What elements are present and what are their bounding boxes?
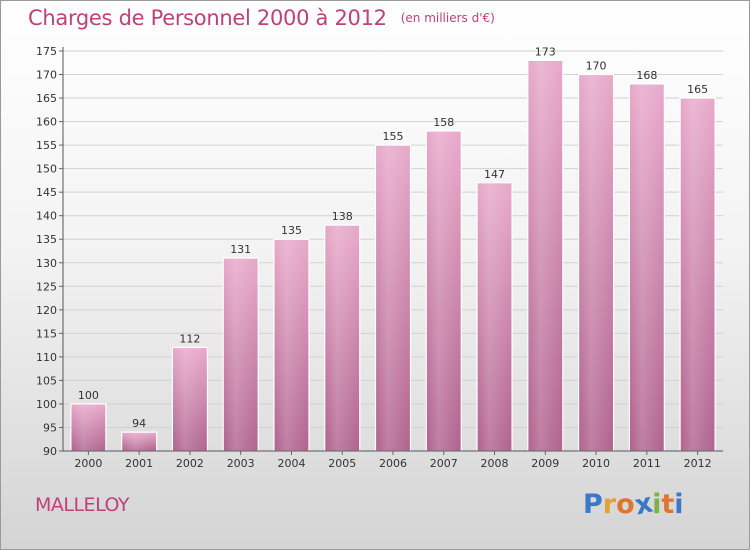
y-tick-label: 90 [43, 445, 57, 458]
x-tick-label: 2000 [74, 457, 102, 470]
x-tick-label: 2009 [531, 457, 559, 470]
y-tick-label: 155 [36, 139, 57, 152]
x-tick-label: 2008 [481, 457, 509, 470]
y-tick-label: 165 [36, 92, 57, 105]
y-tick-label: 130 [36, 257, 57, 270]
data-label: 155 [383, 130, 404, 143]
data-label: 131 [230, 243, 251, 256]
y-tick-label: 170 [36, 69, 57, 82]
data-label: 100 [78, 389, 99, 402]
bar-highlight [579, 75, 613, 451]
y-tick-label: 110 [36, 351, 57, 364]
y-tick-label: 115 [36, 327, 57, 340]
y-tick-label: 145 [36, 186, 57, 199]
x-tick-label: 2010 [582, 457, 610, 470]
logo-letter: o [616, 489, 635, 520]
logo-letter: t [661, 489, 675, 520]
y-tick-label: 175 [36, 45, 57, 58]
chart-title: Charges de Personnel 2000 à 2012 (en mill… [28, 6, 495, 30]
data-label: 170 [586, 60, 607, 73]
x-tick-label: 2004 [277, 457, 305, 470]
x-tick-label: 2011 [633, 457, 661, 470]
chart-subtitle: (en milliers d'€) [400, 11, 495, 25]
data-label: 173 [535, 45, 556, 58]
x-tick-label: 2005 [328, 457, 356, 470]
x-tick-label: 2012 [684, 457, 712, 470]
bar-highlight [427, 132, 461, 451]
data-label: 147 [484, 168, 505, 181]
y-tick-label: 120 [36, 304, 57, 317]
bar-highlight [376, 146, 410, 451]
bar-highlight [528, 61, 562, 451]
data-label: 158 [433, 116, 454, 129]
bar-highlight [681, 99, 715, 451]
x-tick-label: 2007 [430, 457, 458, 470]
data-label: 135 [281, 224, 302, 237]
logo-letter: P [583, 489, 603, 520]
data-label: 138 [332, 210, 353, 223]
bar-highlight [630, 84, 664, 452]
logo-letter: i [674, 489, 684, 520]
y-tick-label: 105 [36, 374, 57, 387]
y-tick-label: 100 [36, 398, 57, 411]
chart-title-text: Charges de Personnel 2000 à 2012 [28, 6, 387, 30]
town-name: MALLELOY [35, 494, 130, 516]
x-tick-label: 2002 [176, 457, 204, 470]
logo-letter: i [652, 489, 662, 520]
data-label: 94 [132, 417, 146, 430]
bar-highlight [224, 259, 258, 451]
bars: 100 94 112 131 135 138 155 158 147 173 170 168 165 [70, 45, 716, 452]
x-tick-label: 2006 [379, 457, 407, 470]
bar-highlight [173, 348, 207, 451]
bar-highlight [71, 404, 105, 451]
y-tick-label: 160 [36, 116, 57, 129]
bar-highlight [274, 240, 308, 451]
data-label: 165 [687, 83, 708, 96]
x-axis: 2000 2001 2002 2003 2004 2005 2006 2007 2008 2009… [63, 450, 723, 470]
bar-highlight [122, 433, 156, 451]
y-tick-label: 95 [43, 421, 57, 434]
x-tick-label: 2003 [227, 457, 255, 470]
y-tick-label: 135 [36, 233, 57, 246]
logo-letter: r [602, 489, 617, 520]
data-label: 168 [636, 69, 657, 82]
data-label: 112 [179, 332, 200, 345]
proxiti-logo: Proxiti [583, 488, 684, 522]
bar-highlight [325, 226, 359, 451]
y-axis: 90 95 100 105 110 115 120 125 130 135 140 145 150 155… [36, 45, 64, 458]
y-tick-label: 140 [36, 210, 57, 223]
y-tick-label: 150 [36, 163, 57, 176]
bar-highlight [478, 183, 512, 451]
x-tick-label: 2001 [125, 457, 153, 470]
y-tick-label: 125 [36, 280, 57, 293]
